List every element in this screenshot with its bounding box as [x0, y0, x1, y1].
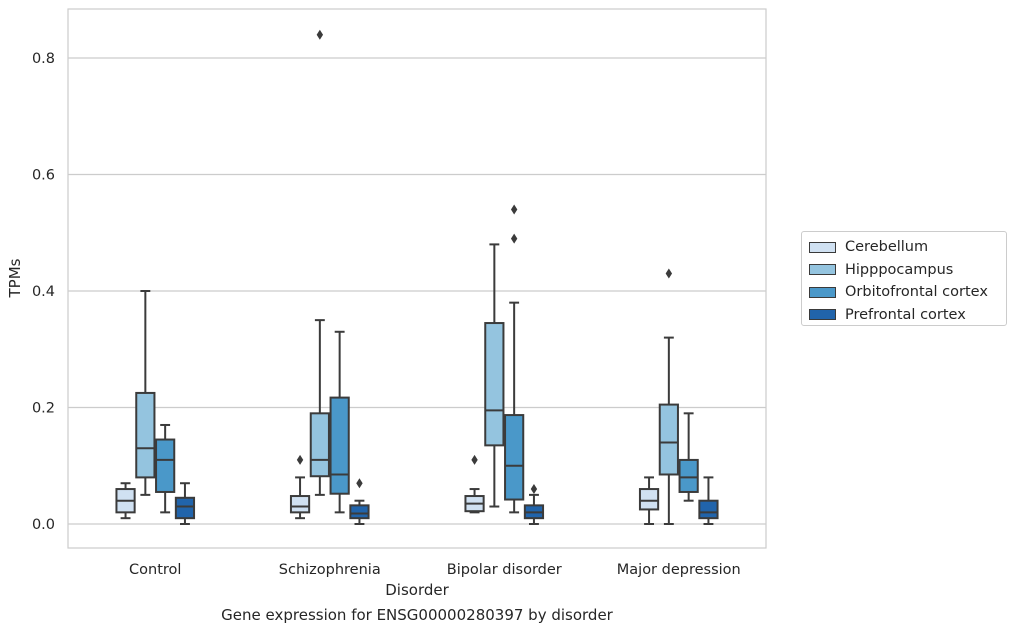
box: [504, 204, 525, 514]
box-body: [329, 396, 350, 495]
box-body: [135, 391, 156, 479]
box-body: [658, 403, 679, 476]
outlier-point: [471, 454, 478, 465]
box: [678, 412, 699, 502]
box-body: [174, 496, 196, 520]
box-body: [349, 504, 370, 520]
legend-item: Cerebellum: [802, 236, 1006, 259]
box: [309, 29, 330, 496]
box-body: [638, 488, 660, 511]
y-tick-label: 0.8: [32, 51, 55, 67]
y-axis-label: TPMs: [6, 258, 24, 298]
box: [523, 484, 545, 525]
y-tick-label: 0.6: [32, 168, 55, 184]
legend-label: Orbitofrontal cortex: [845, 284, 988, 301]
legend-item: Prefrontal cortex: [802, 304, 1006, 327]
x-tick-label: Bipolar disorder: [447, 562, 562, 578]
outlier-point: [530, 484, 538, 495]
outlier-point: [510, 204, 518, 215]
legend-item: Orbitofrontal cortex: [802, 281, 1006, 304]
box-body: [698, 499, 719, 520]
plot-area: [67, 8, 767, 549]
box: [638, 476, 660, 525]
box: [464, 454, 485, 514]
box: [135, 290, 156, 496]
x-tick-label: Schizophrenia: [279, 562, 381, 578]
x-axis-label: Disorder: [385, 581, 449, 599]
y-tick-label: 0.2: [32, 401, 55, 417]
box-body: [678, 458, 699, 493]
box-body: [484, 322, 505, 447]
outlier-point: [316, 29, 324, 40]
box: [174, 482, 196, 525]
outlier-point: [356, 478, 363, 489]
y-tick-label: 0.4: [32, 284, 55, 300]
x-tick-label: Control: [129, 562, 181, 578]
x-tick-labels: Control Schizophrenia Bipolar disorder Majo…: [129, 562, 741, 578]
box-body: [289, 495, 311, 514]
legend-swatch: [809, 241, 836, 253]
box-body: [504, 414, 525, 501]
legend-label: Hipppocampus: [845, 261, 954, 278]
box: [329, 330, 350, 514]
boxes: [115, 29, 719, 525]
box-body: [309, 412, 330, 478]
y-tick-labels: 0.0 0.2 0.4 0.6 0.8: [32, 51, 55, 533]
legend: Cerebellum Hipppocampus Orbitofrontal cort…: [801, 231, 1007, 326]
legend-label: Prefrontal cortex: [845, 306, 966, 323]
y-tick-label: 0.0: [32, 517, 55, 533]
box: [349, 478, 370, 525]
box: [658, 268, 679, 525]
legend-label: Cerebellum: [845, 239, 929, 256]
legend-swatch: [809, 264, 836, 276]
x-tick-label: Major depression: [617, 562, 741, 578]
box: [484, 243, 505, 508]
outlier-point: [510, 233, 518, 244]
box: [115, 482, 136, 520]
chart-caption: Gene expression for ENSG00000280397 by d…: [221, 606, 613, 624]
legend-swatch: [809, 286, 836, 298]
outlier-point: [296, 454, 304, 465]
box: [155, 423, 176, 514]
box: [698, 476, 719, 525]
legend-item: Hipppocampus: [802, 259, 1006, 282]
box: [289, 454, 311, 520]
outlier-point: [665, 268, 673, 279]
box-body: [155, 438, 176, 493]
legend-swatch: [809, 309, 836, 321]
